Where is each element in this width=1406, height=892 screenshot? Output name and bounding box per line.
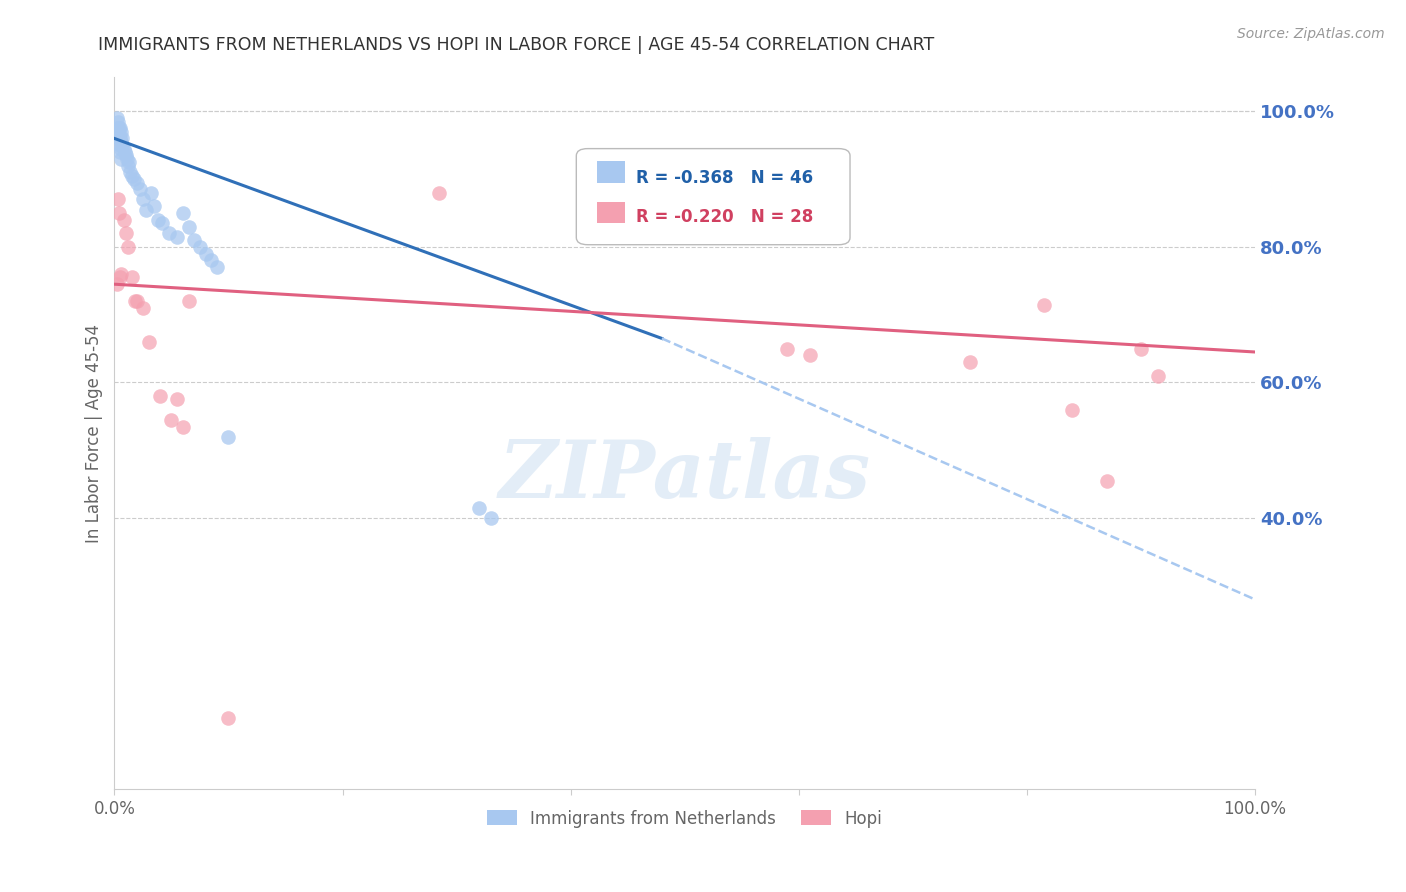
Point	[107, 193, 129, 207]
Point	[160, 413, 183, 427]
Text: R = -0.368   N = 46: R = -0.368 N = 46	[636, 169, 813, 186]
Point	[217, 711, 239, 725]
Point	[150, 216, 173, 230]
Point	[108, 131, 131, 145]
Point	[157, 227, 180, 241]
Point	[105, 277, 128, 292]
Point	[118, 155, 141, 169]
Point	[107, 114, 129, 128]
Point	[112, 212, 135, 227]
Point	[110, 267, 132, 281]
Point	[429, 186, 451, 200]
Point	[205, 260, 228, 275]
Point	[166, 392, 188, 407]
Point	[108, 121, 131, 136]
Bar	[596, 202, 626, 223]
Text: R = -0.220   N = 28: R = -0.220 N = 28	[636, 208, 813, 226]
Point	[108, 145, 131, 159]
Point	[127, 176, 149, 190]
Point	[124, 294, 146, 309]
Point	[110, 135, 132, 149]
Point	[135, 202, 157, 217]
Point	[468, 500, 491, 515]
Point	[1062, 402, 1084, 417]
Point	[1147, 368, 1170, 383]
Point	[121, 169, 143, 183]
Point	[132, 193, 155, 207]
Point	[114, 148, 136, 162]
Point	[108, 206, 131, 220]
Legend: Immigrants from Netherlands, Hopi: Immigrants from Netherlands, Hopi	[481, 803, 889, 834]
Point	[105, 111, 128, 125]
Point	[128, 182, 150, 196]
Point	[114, 227, 136, 241]
Bar	[596, 161, 626, 183]
Point	[114, 145, 136, 159]
Point	[479, 511, 502, 525]
Point	[108, 121, 131, 136]
Point	[194, 246, 217, 260]
Point	[146, 212, 169, 227]
Point	[188, 240, 211, 254]
Point	[107, 131, 129, 145]
Point	[112, 142, 135, 156]
Point	[172, 206, 194, 220]
Point	[120, 165, 142, 179]
Point	[121, 270, 143, 285]
Point	[107, 125, 129, 139]
Point	[138, 334, 160, 349]
Y-axis label: In Labor Force | Age 45-54: In Labor Force | Age 45-54	[86, 324, 103, 543]
Point	[799, 348, 821, 362]
Point	[108, 270, 131, 285]
Point	[111, 138, 134, 153]
Point	[139, 186, 162, 200]
Point	[1095, 474, 1118, 488]
Text: IMMIGRANTS FROM NETHERLANDS VS HOPI IN LABOR FORCE | AGE 45-54 CORRELATION CHART: IMMIGRANTS FROM NETHERLANDS VS HOPI IN L…	[98, 36, 935, 54]
Point	[115, 152, 138, 166]
Point	[117, 159, 139, 173]
Point	[143, 199, 166, 213]
Point	[959, 355, 981, 369]
Point	[117, 240, 139, 254]
Point	[166, 229, 188, 244]
Point	[1032, 297, 1054, 311]
Point	[183, 233, 205, 247]
Point	[177, 219, 200, 234]
Point	[127, 294, 149, 309]
Point	[110, 152, 132, 166]
Point	[110, 125, 132, 139]
Point	[110, 142, 132, 156]
FancyBboxPatch shape	[576, 149, 851, 244]
Point	[149, 389, 172, 403]
Point	[172, 419, 194, 434]
Point	[105, 121, 128, 136]
Point	[111, 131, 134, 145]
Point	[108, 138, 131, 153]
Text: ZIPatlas: ZIPatlas	[499, 437, 870, 515]
Text: Source: ZipAtlas.com: Source: ZipAtlas.com	[1237, 27, 1385, 41]
Point	[1129, 342, 1152, 356]
Point	[122, 172, 145, 186]
Point	[177, 294, 200, 309]
Point	[200, 253, 222, 268]
Point	[776, 342, 799, 356]
Point	[108, 128, 131, 142]
Point	[217, 430, 239, 444]
Point	[132, 301, 155, 315]
